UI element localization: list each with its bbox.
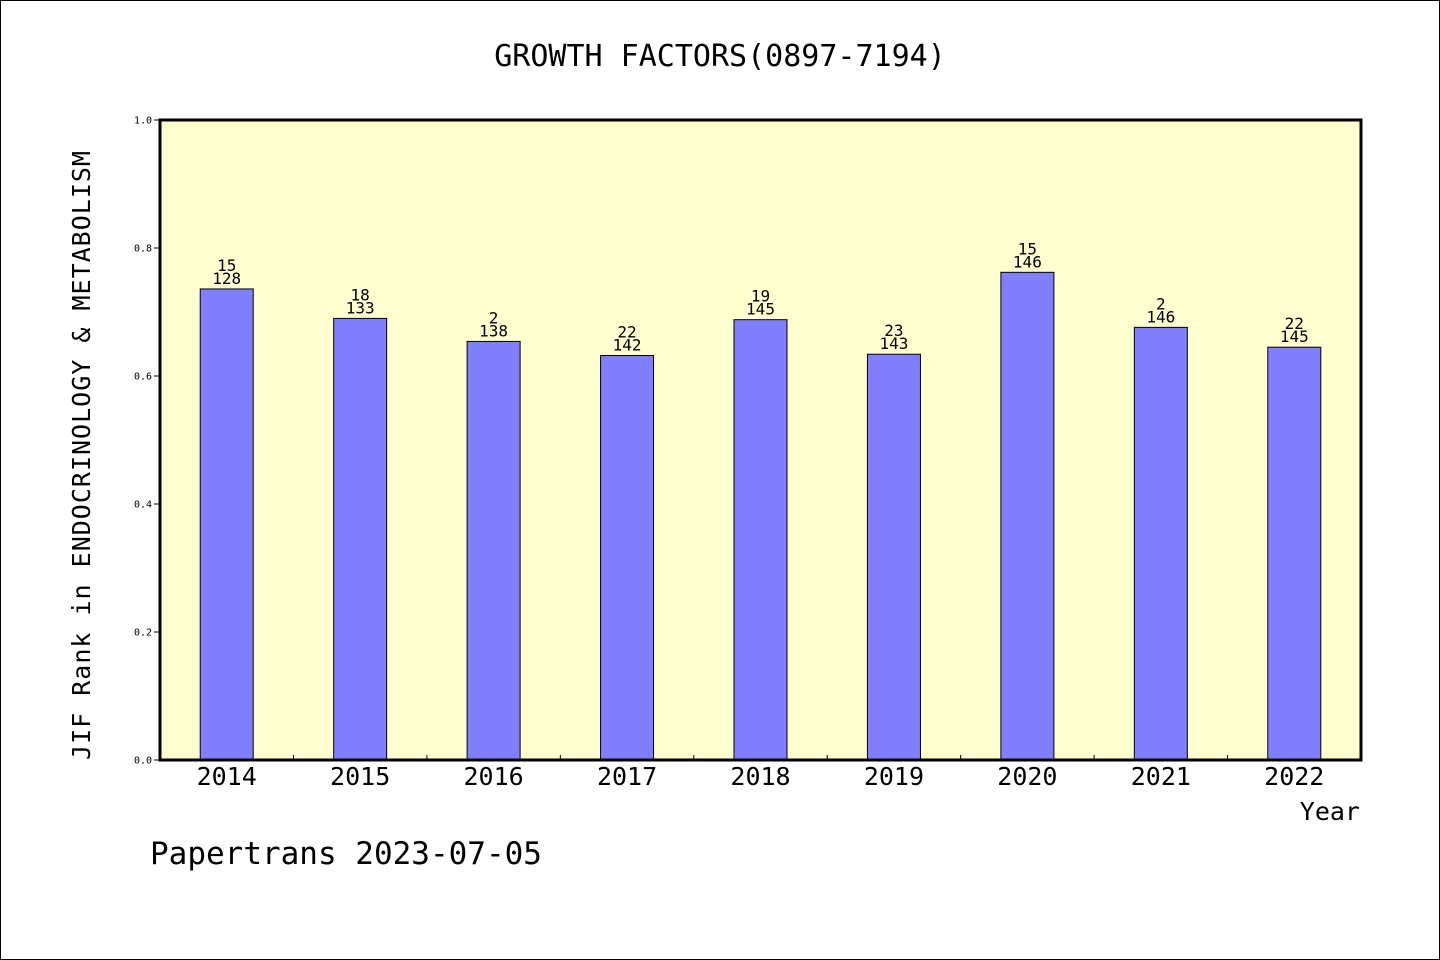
bar-rank-label: 15 [217,256,236,275]
y-tick-label: 0.6 [134,372,152,383]
bar-2019 [866,353,921,761]
x-tick-label: 2022 [1264,762,1324,791]
x-tick-label: 2015 [330,762,390,791]
plot-border [158,118,1363,762]
y-tick-label: 0.0 [134,756,152,767]
footer-credit: Papertrans 2023-07-05 [150,836,542,872]
bar-total-label: 128 [212,269,241,288]
bar-total-label: 138 [479,321,508,340]
chart-title: GROWTH FACTORS(0897-7194) [494,39,946,74]
bar-2015 [333,317,388,761]
x-tick-label: 2014 [197,762,257,791]
bar-rank-label: 2 [489,308,499,327]
bar-total-label: 142 [613,336,642,355]
bar-rank-label: 23 [884,321,903,340]
bar-2022 [1267,346,1322,761]
x-tick-label: 2019 [864,762,924,791]
bar-2017 [600,355,655,761]
bar-total-label: 145 [746,300,775,319]
y-tick-label: 1.0 [134,116,152,127]
bar-2021 [1133,326,1188,761]
x-tick-label: 2018 [730,762,790,791]
bar-total-label: 146 [1013,252,1042,271]
y-tick-label: 0.2 [134,628,152,639]
bar-2016 [466,340,521,761]
bar-total-label: 145 [1280,327,1309,346]
x-tick-label: 2020 [997,762,1057,791]
bar-2020 [1000,271,1055,761]
y-axis-label: JIF Rank in ENDOCRINOLOGY & METABOLISM [67,150,96,760]
bar-total-label: 146 [1146,307,1175,326]
bar-rank-label: 15 [1018,239,1037,258]
x-tick-label: 2021 [1131,762,1191,791]
y-tick-label: 0.8 [134,244,152,255]
bar-rank-label: 22 [1285,314,1304,333]
y-axis-ticks: 0.0 0.2 0.4 0.6 0.8 1.0 [134,116,160,767]
bar-2018 [733,319,788,761]
bar-rank-label: 22 [617,323,636,342]
x-tick-label: 2017 [597,762,657,791]
y-tick-label: 0.4 [134,500,152,511]
x-axis-label: Year [1300,797,1360,826]
bar-2014 [199,288,254,761]
bar-total-label: 133 [346,298,375,317]
bar-rank-label: 2 [1156,294,1166,313]
bar-rank-label: 19 [751,287,770,306]
x-axis-ticks: 2014 2015 2016 2017 2018 2019 2020 2021 2022 [197,755,1324,791]
bar-rank-label: 18 [351,285,370,304]
bar-total-label: 143 [879,334,908,353]
x-tick-label: 2016 [464,762,524,791]
